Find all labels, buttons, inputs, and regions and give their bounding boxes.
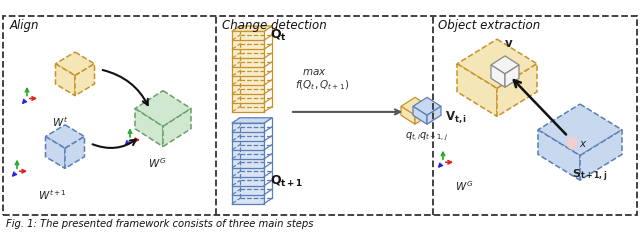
Polygon shape <box>491 65 505 87</box>
Text: Fig. 1: The presented framework consists of three main steps: Fig. 1: The presented framework consists… <box>6 219 314 229</box>
Text: $\mathbf{Q_{t+1}}$: $\mathbf{Q_{t+1}}$ <box>270 173 303 188</box>
Text: $W^G$: $W^G$ <box>455 179 474 193</box>
Polygon shape <box>580 130 622 180</box>
Polygon shape <box>232 58 264 67</box>
Text: $x$: $x$ <box>579 139 588 149</box>
Polygon shape <box>45 125 84 148</box>
Text: Object extraction: Object extraction <box>438 19 540 32</box>
Polygon shape <box>413 106 427 124</box>
Polygon shape <box>163 109 191 147</box>
Polygon shape <box>232 195 264 204</box>
Polygon shape <box>232 103 264 112</box>
Polygon shape <box>413 97 441 115</box>
Polygon shape <box>232 132 264 141</box>
Polygon shape <box>45 137 65 168</box>
Text: $max$: $max$ <box>302 67 326 77</box>
Polygon shape <box>56 52 95 75</box>
Polygon shape <box>232 40 264 49</box>
Text: $\mathbf{Q_t}$: $\mathbf{Q_t}$ <box>270 28 287 43</box>
Polygon shape <box>232 118 272 123</box>
Text: $\mathbf{V_{t,i}}$: $\mathbf{V_{t,i}}$ <box>445 110 467 125</box>
Polygon shape <box>65 137 84 168</box>
Polygon shape <box>232 85 264 94</box>
Text: $W^{t+1}$: $W^{t+1}$ <box>38 188 67 202</box>
Polygon shape <box>135 91 191 126</box>
Bar <box>3 16 637 215</box>
Text: Align: Align <box>10 19 40 32</box>
Polygon shape <box>232 123 264 132</box>
Polygon shape <box>232 31 264 40</box>
Polygon shape <box>401 106 415 124</box>
Polygon shape <box>232 94 264 103</box>
Polygon shape <box>457 39 537 88</box>
Polygon shape <box>415 106 429 124</box>
Text: $\mathbf{v}$: $\mathbf{v}$ <box>504 37 514 50</box>
Polygon shape <box>427 106 441 124</box>
Text: $\mathbf{S_{t+1,j}}$: $\mathbf{S_{t+1,j}}$ <box>572 168 607 184</box>
Text: $W^G$: $W^G$ <box>148 157 166 170</box>
Text: Change detection: Change detection <box>222 19 327 32</box>
Polygon shape <box>457 64 497 116</box>
Polygon shape <box>232 67 264 76</box>
Text: $q_{t,i}$: $q_{t,i}$ <box>405 131 421 144</box>
Polygon shape <box>505 65 519 87</box>
Polygon shape <box>538 130 580 180</box>
Polygon shape <box>232 168 264 177</box>
Polygon shape <box>401 97 429 115</box>
Polygon shape <box>232 26 272 31</box>
Polygon shape <box>232 159 264 168</box>
Polygon shape <box>135 109 163 147</box>
Polygon shape <box>75 64 95 96</box>
Polygon shape <box>56 64 75 96</box>
Polygon shape <box>232 141 264 150</box>
Polygon shape <box>232 49 264 58</box>
Polygon shape <box>491 56 519 74</box>
Text: $q_{t+1,j}$: $q_{t+1,j}$ <box>419 131 448 143</box>
Polygon shape <box>538 104 622 156</box>
Polygon shape <box>232 186 264 195</box>
Polygon shape <box>497 64 537 116</box>
Polygon shape <box>232 150 264 159</box>
Text: $f(Q_t,Q_{t+1})$: $f(Q_t,Q_{t+1})$ <box>295 78 349 92</box>
Polygon shape <box>232 76 264 85</box>
Polygon shape <box>232 177 264 186</box>
Text: $W^t$: $W^t$ <box>52 115 68 129</box>
Circle shape <box>567 138 577 149</box>
